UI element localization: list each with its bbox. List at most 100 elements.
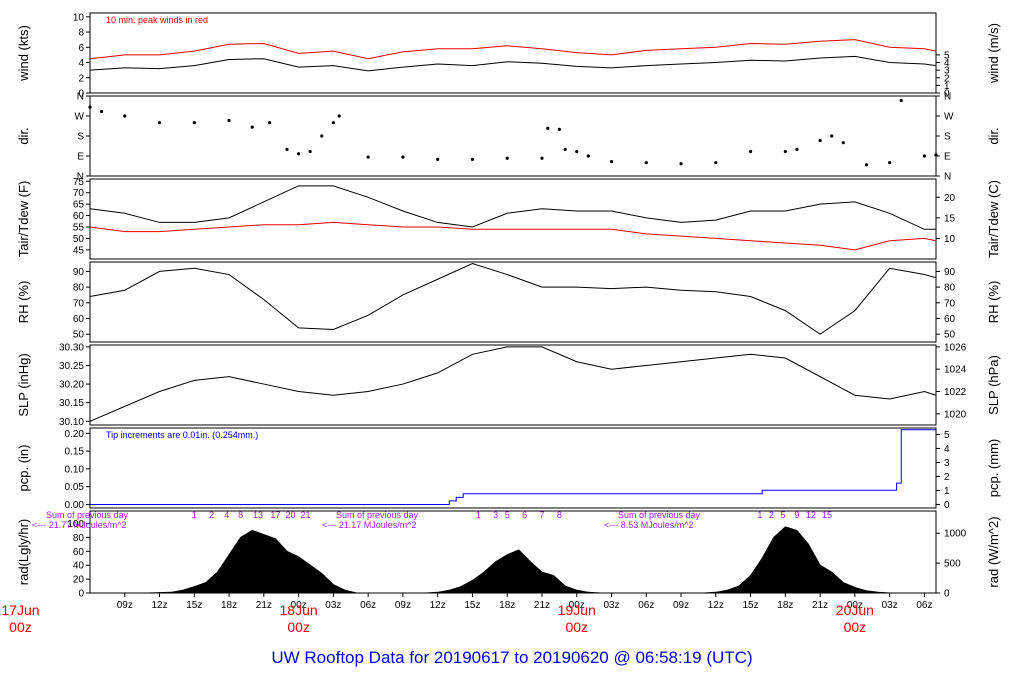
wind-y2tick-label: 3 — [944, 66, 950, 77]
wind-y2tick-label: 5 — [944, 50, 950, 61]
dir-point — [748, 149, 753, 154]
time-tick-label: 00z — [569, 600, 585, 611]
wind-ytick-label: 6 — [78, 43, 84, 54]
dir-point — [123, 114, 127, 118]
wind-ytick-label: 8 — [78, 28, 84, 39]
time-tick-label: 18z — [221, 600, 237, 611]
pcp-series-pcp — [90, 429, 936, 505]
time-tick-label: 06z — [916, 600, 932, 611]
pcp-y2tick-label: 2 — [944, 472, 950, 483]
rad-hour-mark: 5 — [781, 510, 786, 520]
wind-y2tick-label: 0 — [944, 89, 950, 100]
rad-y2tick-label: 1000 — [944, 529, 967, 540]
rad-hour-mark: 1 — [757, 510, 762, 520]
rad-series-area — [90, 526, 936, 594]
dir-point — [546, 126, 550, 130]
rad-hour-mark: 9 — [794, 510, 799, 520]
time-tick-label: 03z — [882, 600, 898, 611]
dir-y2label: dir. — [986, 127, 1001, 144]
pcp-ytick-label: 0.05 — [65, 482, 85, 493]
dir-point — [297, 152, 301, 156]
dir-point — [818, 138, 822, 143]
dir-point — [888, 161, 892, 165]
time-tick-label: 09z — [117, 600, 133, 611]
rad-hour-mark: 3 — [493, 510, 498, 520]
temp-panel-frame — [89, 178, 937, 260]
time-tick-label: 18z — [777, 600, 793, 611]
wind-series-peak — [89, 39, 937, 60]
rh-y2tick-label: 90 — [944, 267, 956, 278]
dir-point — [864, 163, 869, 167]
slp-ytick-label: 30.25 — [59, 361, 84, 372]
rad-hour-mark: 8 — [557, 510, 562, 520]
time-tick-label: 21z — [256, 600, 272, 611]
rad-hour-mark: 20 — [285, 510, 295, 520]
pcp-y2label: pcp. (mm) — [986, 439, 1001, 498]
dir-point — [714, 161, 718, 165]
dir-point — [157, 121, 162, 125]
day-sublabel: 00z — [287, 619, 310, 635]
wind-panel-frame — [89, 12, 937, 94]
rad-hour-mark: 8 — [238, 510, 243, 520]
pcp-panel-frame — [89, 427, 937, 509]
dir-point — [563, 147, 567, 151]
rh-series-RH — [89, 263, 937, 335]
temp-ytick-label: 75 — [73, 177, 85, 188]
rad-ytick-label: 100 — [67, 519, 84, 530]
dir-point — [841, 141, 845, 145]
dir-point — [366, 155, 370, 159]
rh-y2label: RH (%) — [986, 281, 1001, 324]
time-tick-label: 12z — [151, 600, 167, 611]
rad-hour-mark: 1 — [192, 510, 197, 520]
dir-point — [644, 161, 648, 165]
time-tick-label: 15z — [186, 600, 202, 611]
rad-hour-mark: 1 — [476, 510, 481, 520]
pcp-y2tick-label: 4 — [944, 444, 950, 455]
pcp-y2tick-label: 1 — [944, 486, 950, 497]
wind-ytick-label: 4 — [78, 58, 84, 69]
wind-series-wind — [89, 55, 937, 72]
wind-y2tick-label: 4 — [944, 58, 950, 69]
day-sublabel: 00z — [844, 619, 867, 635]
rad-hour-mark: 21 — [301, 510, 311, 520]
wind-y2tick-label: 1 — [944, 81, 950, 92]
rad-y2tick-label: 0 — [944, 589, 950, 600]
dir-point — [331, 121, 335, 125]
day-label: 17Jun — [1, 602, 39, 618]
rad-ytick-label: 20 — [73, 575, 85, 586]
temp-ytick-label: 55 — [73, 223, 85, 234]
pcp-ytick-label: 0.10 — [65, 464, 85, 475]
rh-y2tick-label: 50 — [944, 330, 956, 341]
slp-ytick-label: 30.10 — [59, 417, 84, 428]
day-sublabel: 00z — [565, 619, 588, 635]
rad-sum-value: <--- 8.53 MJoules/m^2 — [604, 520, 694, 530]
wind-y2tick-label: 2 — [944, 73, 950, 84]
slp-y2label: SLP (hPa) — [986, 355, 1001, 415]
wind-ytick-label: 0 — [78, 89, 84, 100]
pcp-ytick-label: 0.00 — [65, 500, 85, 511]
time-tick-label: 00z — [847, 600, 863, 611]
dir-point — [337, 114, 341, 118]
wind-ylabel: wind (kts) — [16, 25, 31, 82]
time-tick-label: 06z — [638, 600, 654, 611]
rh-ytick-label: 90 — [73, 267, 85, 278]
dir-point — [609, 159, 614, 164]
temp-ytick-label: 70 — [73, 188, 85, 199]
dir-y2tick-label: E — [944, 152, 951, 163]
rad-y2tick-label: 500 — [944, 559, 961, 570]
dir-point — [934, 153, 938, 157]
pcp-ylabel: pcp. (in) — [16, 445, 31, 492]
rad-hour-mark: 2 — [769, 510, 774, 520]
pcp-ytick-label: 0.20 — [65, 429, 85, 440]
temp-ytick-label: 65 — [73, 200, 85, 211]
dir-ytick-label: N — [77, 172, 84, 183]
dir-y2tick-label: S — [944, 132, 951, 143]
wind-ytick-label: 10 — [73, 12, 85, 23]
slp-ytick-label: 30.15 — [59, 398, 84, 409]
rad-ytick-label: 60 — [73, 547, 85, 558]
dir-point — [401, 155, 405, 159]
rad-hour-mark: 4 — [224, 510, 229, 520]
rad-hour-mark: 7 — [539, 510, 544, 520]
pcp-y2tick-label: 5 — [944, 430, 950, 441]
